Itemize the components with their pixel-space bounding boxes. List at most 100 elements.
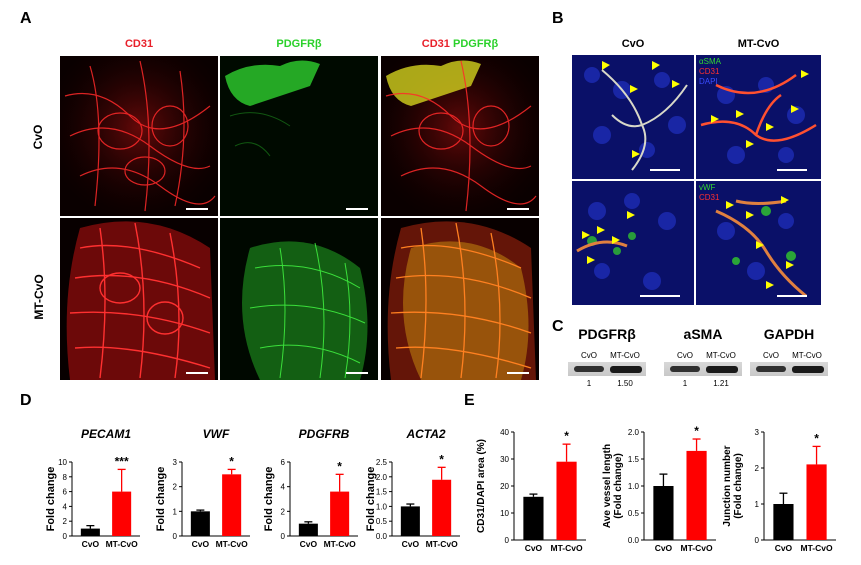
bar [806, 464, 827, 540]
y-tick-label: 2 [281, 507, 286, 516]
bar [686, 450, 707, 540]
y-tick-label: 0.5 [628, 509, 640, 518]
blot-lane-label: CvO [763, 351, 779, 360]
significance-marker: * [814, 431, 819, 445]
panel-e-letter: E [464, 392, 475, 409]
blot-quant-value: 1 [586, 379, 592, 388]
significance-marker: * [564, 429, 569, 443]
chart-title: ACTA2 [405, 427, 445, 441]
x-tick-label: MT-CvO [800, 543, 833, 553]
blot-band [792, 366, 824, 373]
col-title-part: PDGFRβ [276, 38, 322, 50]
y-tick-label: 8 [63, 473, 68, 482]
micrograph-cvo-merge [381, 56, 539, 216]
x-tick-label: MT-CvO [426, 539, 459, 549]
blot-lane-label: MT-CvO [610, 351, 640, 360]
blot-lane-label: CvO [581, 351, 597, 360]
panel-a-col-title-2: PDGFRβ [220, 38, 378, 50]
panel-b-col-title-cvo: CvO [621, 38, 645, 50]
x-tick-label: MT-CvO [216, 539, 249, 549]
bar [298, 523, 318, 536]
blot-band [610, 366, 642, 373]
y-tick-label: 1 [173, 507, 178, 516]
y-tick-label: 0.5 [376, 517, 388, 526]
y-tick-label: 0 [505, 536, 510, 545]
x-tick-label: CvO [82, 539, 100, 549]
legend-entry: CD31 [699, 193, 720, 202]
x-tick-label: CvO [402, 539, 420, 549]
chart-title: PDGFRB [299, 427, 350, 441]
col-title-part: CD31 [421, 38, 450, 50]
bar-chart: 0 10 20 30 40 CD31/DAPI area (%) CvO MT-CvO * [476, 428, 586, 553]
blot-band-strip [750, 362, 828, 376]
legend-entry: CD31 [699, 67, 720, 76]
y-tick-label: 4 [281, 483, 286, 492]
legend-entry: αSMA [699, 57, 721, 66]
significance-marker: *** [115, 454, 129, 468]
micrograph-b-mtcvo-vwf: vWF CD31 [696, 181, 821, 305]
scale-bar [346, 372, 368, 374]
bar [80, 528, 100, 536]
blot-quant-value: 1.21 [713, 379, 729, 388]
y-tick-label: 1.5 [628, 455, 640, 464]
y-tick-label: 0.0 [376, 532, 388, 541]
blot-title: aSMA [683, 326, 723, 342]
panel-b-letter: B [552, 10, 564, 27]
panel-a-col-title-1: CD31 [60, 38, 218, 50]
x-tick-label: CvO [655, 543, 673, 553]
y-tick-label: 2 [173, 483, 178, 492]
scale-bar [507, 208, 529, 210]
y-tick-label: 2 [755, 464, 760, 473]
y-tick-label: 2.0 [628, 428, 640, 437]
panel-c-letter: C [552, 318, 564, 335]
y-tick-label: 1 [755, 500, 760, 509]
y-axis-label: (Fold change) [733, 453, 744, 519]
x-tick-label: CvO [300, 539, 318, 549]
y-tick-label: 10 [58, 458, 67, 467]
significance-marker: * [337, 459, 342, 473]
micrograph-b-cvo-asma [572, 55, 694, 179]
blot-lane-label: MT-CvO [792, 351, 822, 360]
micrograph-b-mtcvo-asma: αSMA CD31 DAPI [696, 55, 821, 179]
y-tick-label: 2.5 [376, 458, 388, 467]
blot-band [670, 366, 700, 372]
scale-bar [507, 372, 529, 374]
blot-title: GAPDH [763, 326, 815, 342]
y-tick-label: 6 [63, 488, 68, 497]
y-axis-label: Ave vessel length [602, 444, 613, 528]
x-tick-label: MT-CvO [550, 543, 583, 553]
y-tick-label: 2 [63, 517, 68, 526]
y-tick-label: 0 [63, 532, 68, 541]
scale-bar [777, 295, 807, 297]
bar [112, 491, 132, 536]
x-tick-label: CvO [775, 543, 793, 553]
chart-title: PECAM1 [81, 427, 131, 441]
blot-title: PDGFRβ [578, 326, 636, 342]
bar-chart: 0 1 2 3 Junction number (Fold change) CvO MT-Cv… [722, 428, 836, 553]
legend-entry: DAPI [699, 77, 718, 86]
bar [432, 479, 452, 536]
y-axis-label: Fold change [155, 467, 167, 532]
y-axis-label: Fold change [263, 467, 275, 532]
y-tick-label: 1.0 [628, 482, 640, 491]
y-tick-label: 1.5 [376, 488, 388, 497]
blot-band [574, 366, 604, 372]
scale-bar [346, 208, 368, 210]
y-tick-label: 1.0 [376, 502, 388, 511]
legend-entry: vWF [699, 183, 716, 192]
y-tick-label: 0 [173, 532, 178, 541]
significance-marker: * [694, 424, 699, 438]
y-tick-label: 3 [755, 428, 760, 437]
bar-chart: 0.0 0.5 1.0 1.5 2.0 Ave vessel length (Fold ch… [602, 424, 716, 553]
bar [556, 461, 577, 540]
y-axis-label: Fold change [365, 467, 377, 532]
legend-b-top: αSMA CD31 DAPI [699, 57, 721, 87]
y-axis-label: (Fold change) [613, 453, 624, 519]
bar [400, 506, 420, 536]
bar-chart: VWF 0 1 2 3 Fold change CvO MT-CvO * [155, 427, 250, 549]
scale-bar [650, 169, 680, 171]
significance-marker: * [439, 452, 444, 466]
micrograph-mtcvo-merge [381, 218, 539, 380]
